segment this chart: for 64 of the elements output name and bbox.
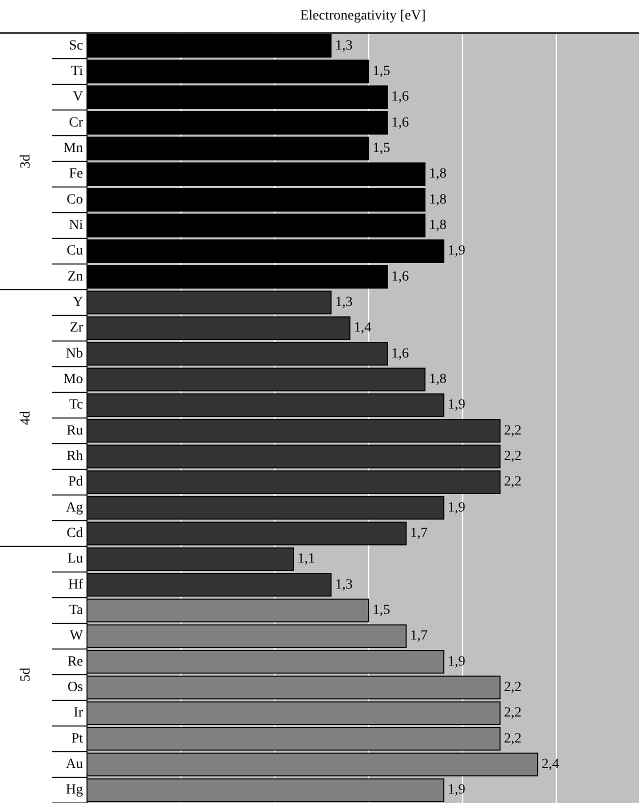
data-label: 1,4 bbox=[354, 320, 372, 336]
data-label: 1,6 bbox=[391, 269, 409, 284]
text: 3d bbox=[18, 154, 34, 168]
y-tick-label: Y bbox=[72, 295, 83, 310]
data-label: 2,4 bbox=[542, 757, 560, 772]
y-tick-label: Cu bbox=[66, 244, 83, 259]
y-tick-label: W bbox=[70, 628, 84, 644]
data-label: 2,2 bbox=[504, 423, 522, 438]
y-tick-label: Mo bbox=[64, 372, 83, 387]
y-tick-label: Hf bbox=[68, 577, 84, 592]
data-label: 1,5 bbox=[372, 603, 390, 618]
y-tick-label: Re bbox=[67, 654, 83, 670]
data-label: 1,9 bbox=[448, 398, 466, 413]
data-label: 1,6 bbox=[391, 90, 409, 105]
y-tick-label: Pd bbox=[68, 474, 83, 490]
y-tick-label: V bbox=[72, 90, 83, 105]
y-tick-label: Ag bbox=[66, 500, 83, 516]
y-tick-label: Ti bbox=[71, 64, 84, 79]
data-label: 1,5 bbox=[372, 64, 390, 79]
y-tick-label: Zr bbox=[70, 320, 84, 336]
y-tick-label: Os bbox=[67, 680, 83, 695]
data-label: 2,2 bbox=[504, 474, 522, 490]
y-tick-label: Sc bbox=[69, 38, 83, 54]
y-tick-label: Ni bbox=[69, 218, 84, 233]
y-tick-label: Tc bbox=[69, 398, 83, 413]
data-label: 1,3 bbox=[335, 38, 353, 54]
y-tick-label: Rh bbox=[66, 449, 83, 464]
data-label: 1,7 bbox=[410, 526, 428, 541]
y-tick-label: Cr bbox=[69, 115, 84, 130]
y-tick-label: Ir bbox=[74, 706, 84, 721]
data-label: 1,8 bbox=[428, 166, 446, 182]
y-tick-label: Lu bbox=[67, 552, 83, 567]
y-tick-label: Hg bbox=[66, 782, 83, 798]
data-label: 2,2 bbox=[504, 706, 522, 721]
data-label: 1,6 bbox=[391, 115, 409, 130]
data-label: 1,8 bbox=[428, 192, 446, 208]
x-axis-title: Electronegativity [eV] bbox=[300, 8, 426, 24]
data-label: 1,3 bbox=[335, 295, 353, 310]
data-label: 1,9 bbox=[448, 654, 466, 670]
y-tick-label: Ta bbox=[69, 603, 84, 618]
y-tick-label: Cd bbox=[66, 526, 83, 541]
text: 5d bbox=[18, 668, 34, 682]
y-tick-label: Pt bbox=[71, 731, 84, 746]
y-tick-label: Zn bbox=[67, 269, 83, 284]
data-label: 1,6 bbox=[391, 346, 409, 362]
data-label: 1,9 bbox=[448, 244, 466, 259]
data-label: 1,7 bbox=[410, 628, 428, 644]
y-tick-label: Nb bbox=[66, 346, 83, 362]
y-tick-label: Mn bbox=[64, 141, 83, 156]
data-label: 2,2 bbox=[504, 680, 522, 695]
data-label: 1,3 bbox=[335, 577, 353, 592]
y-tick-label: Au bbox=[66, 757, 83, 772]
y-tick-label: Co bbox=[66, 192, 83, 208]
y-tick-label: Fe bbox=[69, 166, 83, 182]
data-label: 1,8 bbox=[428, 372, 446, 387]
data-label: 1,5 bbox=[372, 141, 390, 156]
data-label: 1,8 bbox=[428, 218, 446, 233]
data-label: 2,2 bbox=[504, 731, 522, 746]
data-label: 2,2 bbox=[504, 449, 522, 464]
data-label: 1,1 bbox=[298, 552, 316, 567]
y-tick-label: Ru bbox=[66, 423, 83, 438]
data-label: 1,9 bbox=[448, 500, 466, 516]
text: 4d bbox=[18, 411, 34, 425]
data-label: 1,9 bbox=[448, 782, 466, 798]
